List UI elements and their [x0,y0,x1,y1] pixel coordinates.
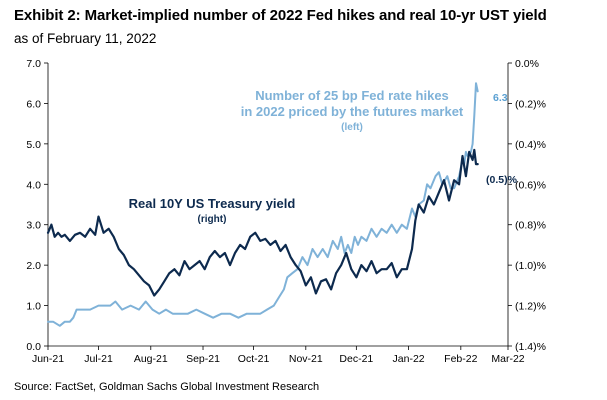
chart-title: Exhibit 2: Market-implied number of 2022… [14,7,547,24]
hikes-label-line-2: in 2022 priced by the futures market [241,104,464,119]
left-tick-label: 2.0 [26,260,41,272]
left-tick-label: 6.0 [26,98,41,110]
x-tick-label: Oct-21 [238,353,270,365]
left-tick-label: 4.0 [26,179,41,191]
right-tick-label: (0.2)% [515,98,546,110]
x-tick-label: Aug-21 [134,353,168,365]
yield-end-label: (0.5)% [486,174,518,186]
hikes-end-label: 6.3 [493,92,508,104]
left-tick-label: 7.0 [26,58,41,70]
x-tick-label: Mar-22 [491,353,524,365]
x-tick-label: Jan-22 [393,353,425,365]
x-tick-label: Nov-21 [289,353,323,365]
source-note: Source: FactSet, Goldman Sachs Global In… [14,381,320,393]
hikes-axis-note: (left) [341,122,363,133]
left-tick-label: 5.0 [26,139,41,151]
x-tick-label: Sep-21 [186,353,220,365]
left-tick-label: 0.0 [26,341,41,353]
hikes-series-line [47,82,479,327]
right-tick-label: (1.2)% [515,301,546,313]
right-tick-label: (1.4)% [515,341,546,353]
right-tick-label: (0.6)% [515,179,546,191]
yield-label: Real 10Y US Treasury yield [129,196,296,211]
right-tick-label: (0.4)% [515,139,546,151]
x-tick-label: Jul-21 [84,353,113,365]
hikes-label-line-1: Number of 25 bp Fed rate hikes [255,88,449,103]
real_yield-series-line [46,148,479,297]
right-tick-label: (1.0)% [515,260,546,272]
chart-series [46,82,479,327]
left-tick-label: 1.0 [26,301,41,313]
x-tick-label: Feb-22 [444,353,477,365]
left-tick-label: 3.0 [26,220,41,232]
chart-subtitle: as of February 11, 2022 [14,31,157,46]
right-tick-label: 0.0% [515,58,539,70]
chart-axes: 0.0 1.0 2.0 3.0 4.0 5.0 6.0 7.0 (1.4)% (1.2)% (1.0… [26,58,546,365]
right-tick-label: (0.8)% [515,220,546,232]
x-tick-label: Jun-21 [32,353,64,365]
x-tick-label: Dec-21 [339,353,373,365]
yield-axis-note: (right) [198,214,227,225]
